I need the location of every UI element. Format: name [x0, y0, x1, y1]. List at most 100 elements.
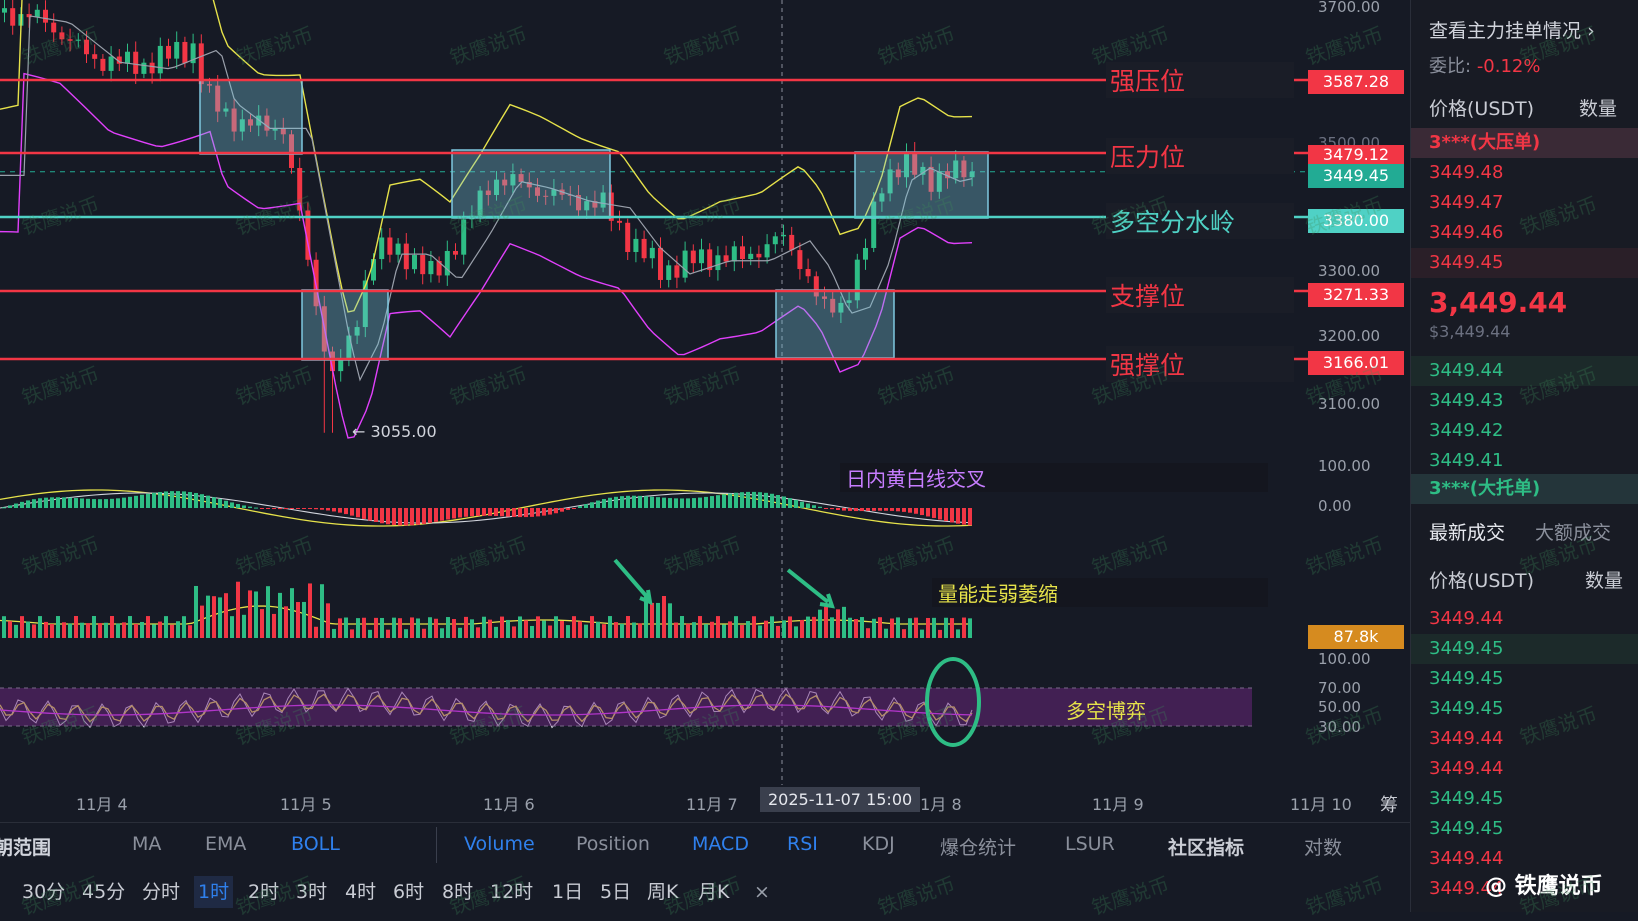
macd-bar — [644, 496, 648, 508]
macd-bar — [776, 495, 780, 508]
indicator-position[interactable]: Position — [576, 833, 650, 855]
macd-bar — [674, 498, 678, 508]
candle-body — [264, 115, 270, 131]
macd-bar — [824, 508, 828, 509]
period-range-menu[interactable]: 朝范围 — [0, 837, 52, 859]
timeframe-2h[interactable]: 2时 — [248, 881, 280, 903]
community-indicators-button[interactable]: 社区指标 — [1168, 837, 1245, 859]
indicator-rsi[interactable]: RSI — [787, 833, 818, 855]
close-icon[interactable]: × — [754, 881, 770, 903]
log-scale-toggle[interactable]: 对数 — [1304, 837, 1343, 859]
indicator-boll[interactable]: BOLL — [291, 833, 340, 855]
candle-body — [756, 253, 762, 258]
macd-bar — [734, 492, 738, 508]
candle-body — [543, 195, 549, 197]
main-orders-link[interactable]: 查看主力挂单情况 › — [1429, 16, 1595, 43]
timeframe-8h[interactable]: 8时 — [442, 881, 474, 903]
timeframe-12h[interactable]: 12时 — [490, 881, 534, 903]
indicator-volume[interactable]: Volume — [464, 833, 535, 855]
volume-bar — [686, 623, 690, 638]
macd-bar — [200, 494, 204, 508]
timeframe-month[interactable]: 月K — [698, 881, 730, 903]
macd-bar — [2, 507, 6, 509]
volume-bar — [32, 624, 36, 638]
big-ask-row[interactable]: 3***(大压单) — [1411, 128, 1638, 158]
candle-body — [625, 222, 631, 253]
macd-bar — [170, 491, 174, 508]
indicator-ema[interactable]: EMA — [205, 833, 247, 855]
volume-bar — [764, 620, 768, 638]
candle-body — [67, 39, 73, 41]
volume-bar — [92, 616, 96, 638]
bid-row[interactable]: 3449.41 — [1429, 450, 1504, 471]
timeframe-30m[interactable]: 30分 — [22, 881, 66, 903]
ask-row[interactable]: 3449.45 — [1411, 248, 1638, 278]
big-bid-row[interactable]: 3***(大托单) — [1411, 474, 1638, 504]
axis-tick: 3100.00 — [1318, 395, 1381, 413]
macd-bar — [8, 505, 12, 508]
macd-bar — [860, 508, 864, 512]
timeframe-1h[interactable]: 1时 — [194, 876, 234, 908]
timeframe-4h[interactable]: 4时 — [345, 881, 377, 903]
indicator-kdj[interactable]: KDJ — [862, 833, 895, 855]
indicator-ma[interactable]: MA — [132, 833, 162, 855]
candle-body — [805, 269, 811, 277]
macd-bar — [962, 508, 966, 525]
volume-bar — [962, 617, 966, 638]
macd-bar — [188, 492, 192, 508]
arrow-down-icon — [613, 558, 653, 606]
bid-row[interactable]: 3449.42 — [1429, 420, 1504, 441]
timeframe-week[interactable]: 周K — [647, 881, 679, 903]
volume-bar — [524, 620, 528, 638]
macd-bar — [668, 498, 672, 508]
level-label-divider: 多空分水岭 — [1106, 203, 1294, 239]
timeframe-5d[interactable]: 5日 — [600, 881, 632, 903]
indicator-macd[interactable]: MACD — [692, 833, 749, 855]
ask-row[interactable]: 3449.48 — [1429, 162, 1504, 183]
candle-body — [904, 152, 909, 178]
macd-bar — [56, 497, 60, 508]
timeframe-1d[interactable]: 1日 — [552, 881, 584, 903]
volume-bar — [500, 616, 504, 638]
annotation-rsi: 多空博弈 — [1066, 699, 1146, 723]
volume-bar — [212, 596, 216, 638]
timeframe-45m[interactable]: 45分 — [82, 881, 126, 903]
volume-bar — [224, 593, 228, 638]
macd-bar — [614, 496, 618, 508]
macd-bar — [356, 508, 360, 518]
candle-body — [912, 152, 918, 175]
macd-bar — [722, 494, 726, 508]
volume-bar — [284, 606, 288, 638]
macd-bar — [266, 508, 270, 509]
macd-bar — [758, 492, 762, 508]
candle-body — [961, 160, 967, 178]
volume-bar — [914, 617, 918, 638]
rsi-tick: 70.00 — [1318, 679, 1361, 697]
tab-large-trades[interactable]: 大额成交 — [1535, 522, 1612, 544]
candlestick-chart[interactable] — [0, 0, 1352, 785]
timeframe-line[interactable]: 分时 — [142, 881, 181, 903]
macd-bar — [572, 508, 576, 509]
chart-area[interactable]: 3700.00 3500.00 3300.00 3200.00 3100.00 … — [0, 0, 1404, 820]
macd-bar — [392, 508, 396, 526]
timeframe-6h[interactable]: 6时 — [393, 881, 425, 903]
candle-body — [551, 189, 557, 196]
indicator-liquidation[interactable]: 爆仓统计 — [940, 837, 1017, 859]
timeframe-3h[interactable]: 3时 — [296, 881, 328, 903]
axis-tick: 3700.00 — [1318, 0, 1381, 16]
macd-bar — [596, 500, 600, 508]
candle-body — [928, 166, 934, 192]
volume-bar — [404, 629, 408, 638]
indicator-lsur[interactable]: LSUR — [1065, 833, 1115, 855]
macd-bar — [38, 498, 42, 508]
volume-bar — [722, 624, 726, 638]
ask-row[interactable]: 3449.47 — [1429, 192, 1504, 213]
bid-row[interactable]: 3449.44 — [1411, 356, 1638, 386]
ask-row[interactable]: 3449.46 — [1429, 222, 1504, 243]
bid-row[interactable]: 3449.43 — [1429, 390, 1504, 411]
macd-bar — [548, 508, 552, 515]
macd-bar — [518, 508, 522, 518]
tab-latest-trades[interactable]: 最新成交 — [1429, 522, 1506, 544]
candle-body — [485, 190, 491, 195]
chips-icon[interactable]: 筹 — [1380, 795, 1398, 816]
